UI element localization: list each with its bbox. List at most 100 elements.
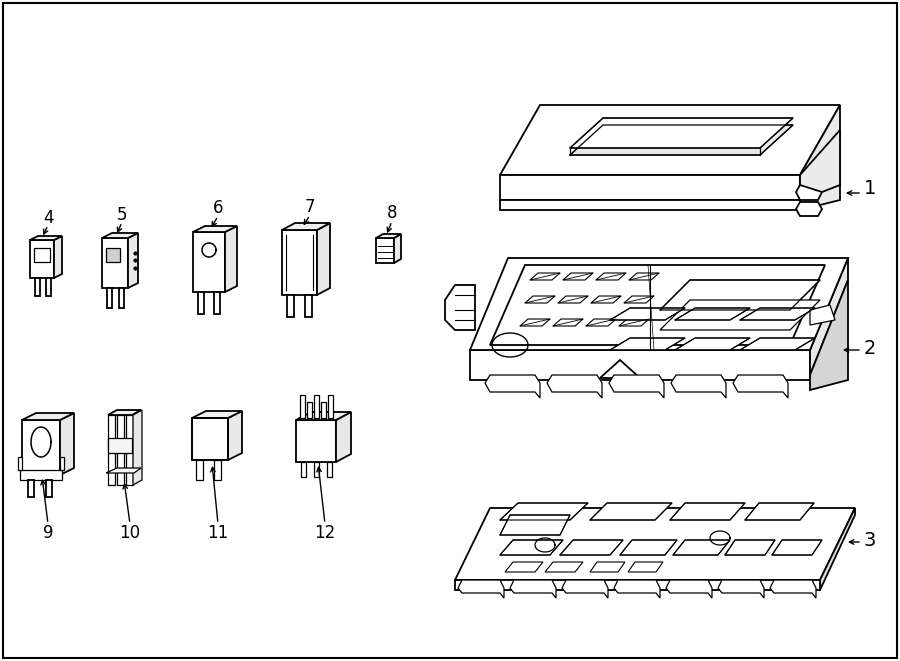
Polygon shape xyxy=(670,503,745,520)
Polygon shape xyxy=(455,508,855,580)
Polygon shape xyxy=(624,296,654,303)
Polygon shape xyxy=(562,580,608,598)
Polygon shape xyxy=(301,462,306,477)
Polygon shape xyxy=(305,295,312,317)
Polygon shape xyxy=(22,413,74,420)
Polygon shape xyxy=(810,258,848,375)
Polygon shape xyxy=(660,300,820,330)
Polygon shape xyxy=(46,480,52,497)
Polygon shape xyxy=(458,580,504,598)
Polygon shape xyxy=(282,223,330,230)
Polygon shape xyxy=(810,280,848,390)
Polygon shape xyxy=(35,278,40,296)
Polygon shape xyxy=(570,118,793,148)
Polygon shape xyxy=(610,338,685,350)
Polygon shape xyxy=(530,273,560,280)
Polygon shape xyxy=(296,420,336,462)
Text: 10: 10 xyxy=(120,524,140,542)
Text: 9: 9 xyxy=(43,524,53,542)
Polygon shape xyxy=(772,540,822,555)
Polygon shape xyxy=(192,411,242,418)
Polygon shape xyxy=(198,292,204,314)
Polygon shape xyxy=(553,319,583,326)
Polygon shape xyxy=(673,540,730,555)
Polygon shape xyxy=(610,308,685,320)
Polygon shape xyxy=(60,457,64,470)
Polygon shape xyxy=(505,562,543,572)
Polygon shape xyxy=(282,230,317,295)
Polygon shape xyxy=(314,462,319,477)
Polygon shape xyxy=(336,412,351,462)
Polygon shape xyxy=(327,462,332,477)
Polygon shape xyxy=(820,508,855,590)
Polygon shape xyxy=(500,515,570,535)
Polygon shape xyxy=(510,580,556,598)
Polygon shape xyxy=(18,457,22,470)
Polygon shape xyxy=(376,238,394,263)
Polygon shape xyxy=(660,280,820,310)
Polygon shape xyxy=(810,305,835,325)
Polygon shape xyxy=(376,234,401,238)
Polygon shape xyxy=(563,273,593,280)
Polygon shape xyxy=(192,418,228,460)
Polygon shape xyxy=(307,402,312,418)
Polygon shape xyxy=(108,438,132,453)
Polygon shape xyxy=(54,236,62,278)
Polygon shape xyxy=(591,296,621,303)
Polygon shape xyxy=(214,460,221,480)
Polygon shape xyxy=(46,278,51,296)
Polygon shape xyxy=(620,540,677,555)
Polygon shape xyxy=(671,375,726,398)
Polygon shape xyxy=(133,410,142,485)
Text: 7: 7 xyxy=(305,198,315,216)
Polygon shape xyxy=(629,273,659,280)
Polygon shape xyxy=(745,503,814,520)
Polygon shape xyxy=(500,175,800,200)
Polygon shape xyxy=(106,468,141,473)
Text: 8: 8 xyxy=(387,204,397,222)
Text: 3: 3 xyxy=(864,531,877,549)
Polygon shape xyxy=(108,410,141,415)
Polygon shape xyxy=(586,319,616,326)
Polygon shape xyxy=(228,411,242,460)
Polygon shape xyxy=(600,360,640,378)
Polygon shape xyxy=(102,238,128,288)
Polygon shape xyxy=(60,413,74,475)
Polygon shape xyxy=(128,233,138,288)
Polygon shape xyxy=(328,395,333,418)
Text: 5: 5 xyxy=(117,206,127,224)
Polygon shape xyxy=(590,562,625,572)
Polygon shape xyxy=(560,540,623,555)
Polygon shape xyxy=(314,395,319,418)
Polygon shape xyxy=(34,248,50,262)
Polygon shape xyxy=(520,319,550,326)
Polygon shape xyxy=(126,415,133,485)
Polygon shape xyxy=(490,265,825,345)
Polygon shape xyxy=(470,258,848,350)
Polygon shape xyxy=(796,202,822,216)
Polygon shape xyxy=(225,226,237,292)
Polygon shape xyxy=(102,233,138,238)
Polygon shape xyxy=(30,240,54,278)
Polygon shape xyxy=(193,232,225,292)
Polygon shape xyxy=(733,375,788,398)
Polygon shape xyxy=(455,580,820,590)
Text: 2: 2 xyxy=(864,338,877,358)
Text: 4: 4 xyxy=(43,209,53,227)
Polygon shape xyxy=(30,236,62,240)
Polygon shape xyxy=(545,562,583,572)
Polygon shape xyxy=(296,412,351,420)
Polygon shape xyxy=(28,480,34,497)
Polygon shape xyxy=(485,375,540,398)
Polygon shape xyxy=(500,105,840,175)
Polygon shape xyxy=(718,580,764,598)
Polygon shape xyxy=(596,273,626,280)
Polygon shape xyxy=(796,185,822,200)
Polygon shape xyxy=(106,248,120,262)
Polygon shape xyxy=(119,288,124,308)
Polygon shape xyxy=(108,415,115,485)
Polygon shape xyxy=(20,470,62,480)
Polygon shape xyxy=(196,460,203,480)
Polygon shape xyxy=(547,375,602,398)
Polygon shape xyxy=(193,226,237,232)
